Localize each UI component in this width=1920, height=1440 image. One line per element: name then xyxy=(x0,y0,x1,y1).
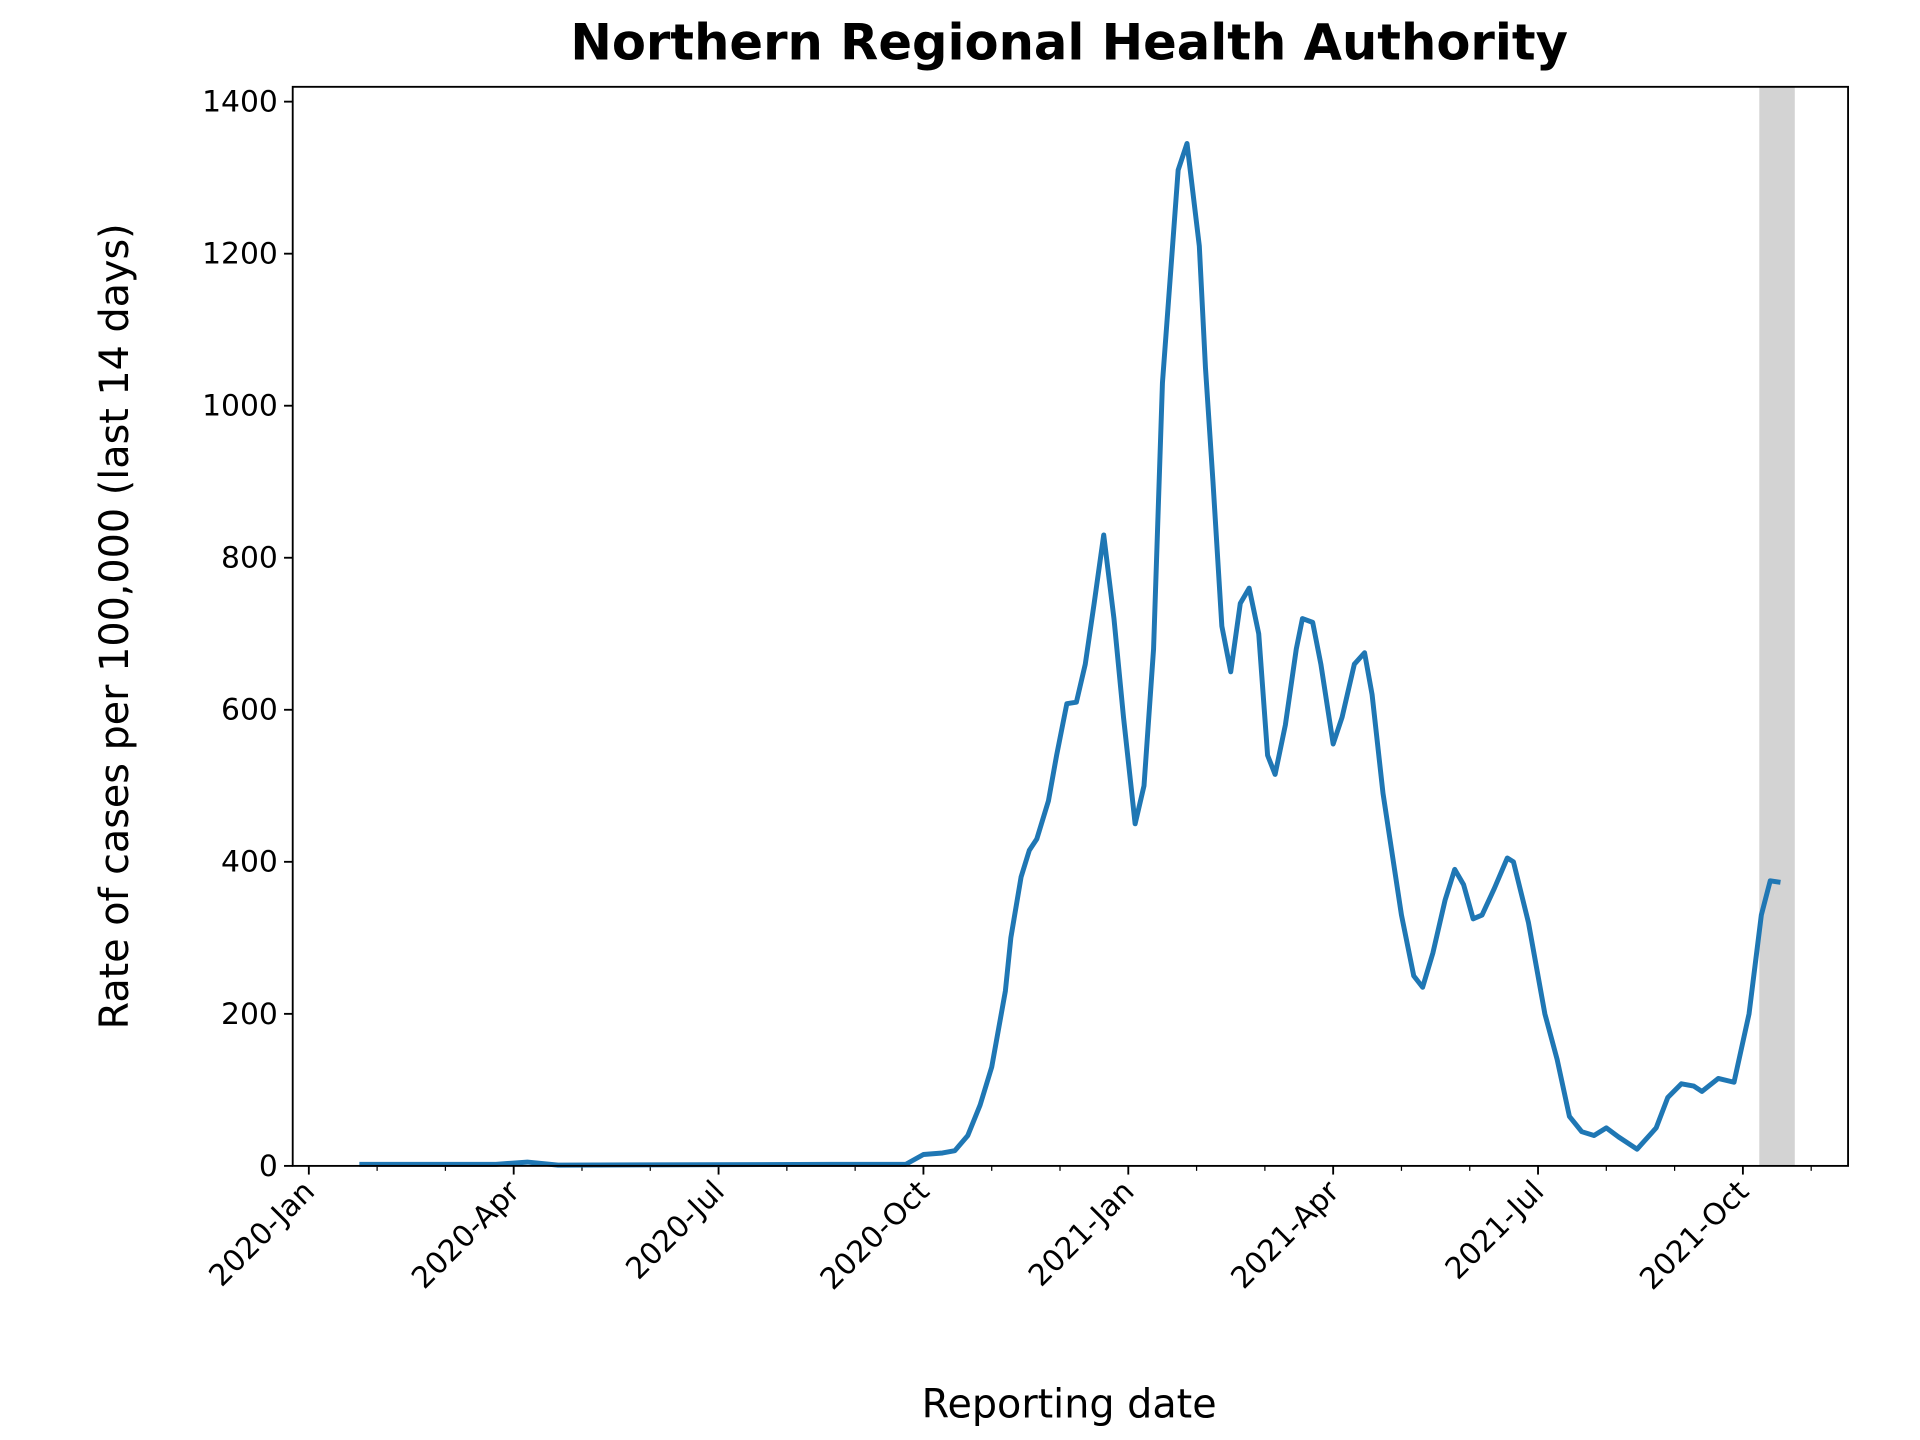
highlight-band xyxy=(1759,86,1795,1166)
y-axis-label: Rate of cases per 100,000 (last 14 days) xyxy=(92,223,138,1029)
data-line xyxy=(359,140,1781,1168)
y-tick-label: 200 xyxy=(221,997,278,1032)
x-tick-label: 2021-Jul xyxy=(1439,1174,1551,1286)
y-tick-label: 1000 xyxy=(202,389,278,424)
x-axis-label: Reporting date xyxy=(922,1382,1217,1428)
x-tick-label: 2020-Oct xyxy=(814,1174,937,1297)
x-tick-label: 2021-Jan xyxy=(1022,1174,1141,1293)
y-tick-label: 800 xyxy=(221,541,278,576)
y-tick-label: 0 xyxy=(259,1149,278,1184)
x-tick-label: 2020-Jul xyxy=(619,1174,731,1286)
chart-title: Northern Regional Health Authority xyxy=(570,14,1568,72)
y-tick-label: 400 xyxy=(221,845,278,880)
y-tick-label: 600 xyxy=(221,693,278,728)
x-tick-label: 2021-Oct xyxy=(1633,1174,1756,1297)
x-tick-label: 2021-Apr xyxy=(1224,1174,1346,1296)
y-tick-label: 1400 xyxy=(202,85,278,120)
y-tick-label: 1200 xyxy=(202,237,278,272)
x-tick-label: 2020-Jan xyxy=(202,1174,321,1293)
plot-frame xyxy=(291,85,1849,1167)
x-tick-label: 2020-Apr xyxy=(405,1174,527,1296)
